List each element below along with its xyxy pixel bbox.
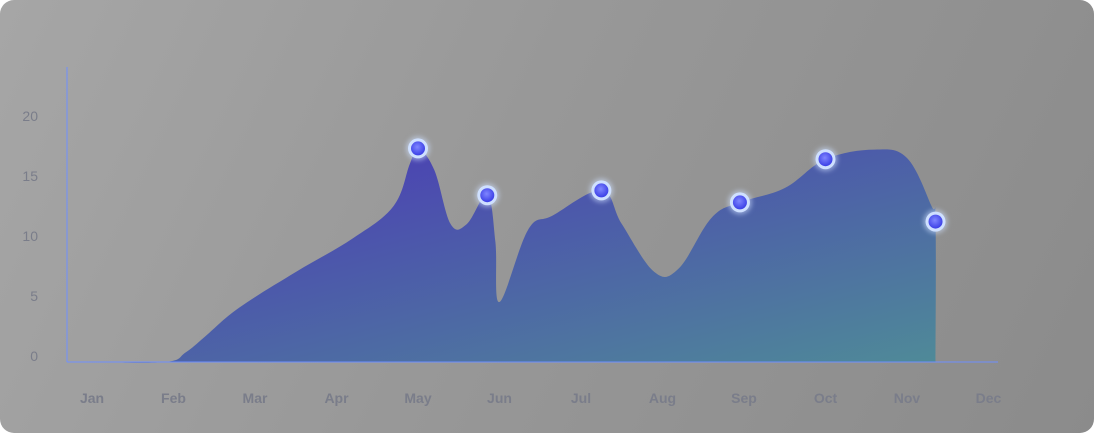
x-tick-label-may: May: [404, 390, 431, 406]
x-tick-label-apr: Apr: [324, 390, 349, 406]
x-tick-label-sep: Sep: [731, 390, 757, 406]
y-tick-label: 15: [22, 168, 38, 184]
area-series: [92, 148, 936, 363]
x-tick-label-jun: Jun: [487, 390, 512, 406]
data-point-marker[interactable]: [406, 136, 430, 161]
x-tick-label-mar: Mar: [243, 390, 268, 406]
data-point-marker[interactable]: [923, 209, 948, 234]
data-point-marker[interactable]: [813, 147, 838, 172]
data-markers: [406, 136, 948, 234]
x-tick-label-aug: Aug: [649, 390, 676, 406]
x-tick-label-oct: Oct: [814, 390, 838, 406]
data-point-marker[interactable]: [727, 190, 752, 215]
x-tick-label-dec: Dec: [976, 390, 1002, 406]
y-tick-label: 5: [30, 288, 38, 304]
y-tick-label: 10: [22, 228, 38, 244]
data-point-marker[interactable]: [475, 183, 500, 208]
x-axis-ticks: Jan Feb Mar Apr May Jun Jul Aug Sep Oct Nov Dec: [80, 390, 1002, 406]
y-axis-ticks: 0 5 10 15 20: [22, 108, 38, 364]
data-point-marker[interactable]: [589, 178, 614, 203]
y-tick-label: 0: [30, 348, 38, 364]
x-tick-label-nov: Nov: [894, 390, 921, 406]
y-tick-label: 20: [22, 108, 38, 124]
x-tick-label-jan: Jan: [80, 390, 104, 406]
x-tick-label-jul: Jul: [571, 390, 591, 406]
x-tick-label-feb: Feb: [161, 390, 186, 406]
